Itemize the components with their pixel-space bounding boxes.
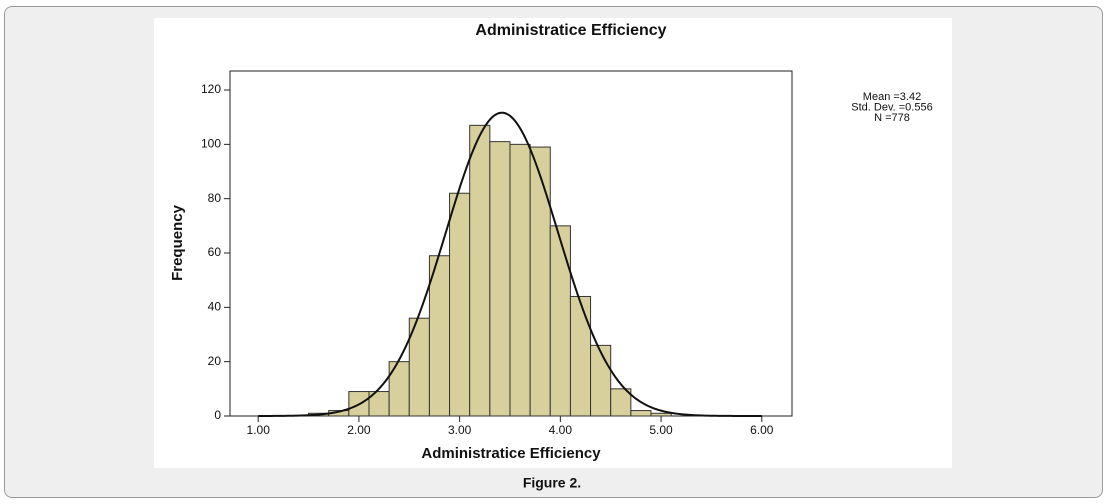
bar (469, 124, 491, 417)
bar (428, 255, 451, 417)
bar (529, 146, 551, 417)
bar (509, 143, 531, 417)
bar (610, 388, 632, 417)
x-tick-label: 2.00 (347, 423, 371, 437)
stat-label: Mean =3.42 (863, 91, 921, 103)
stat-label: Std. Dev. =0.556 (851, 101, 932, 113)
x-tick-label: 6.00 (750, 423, 774, 437)
bar (449, 192, 471, 417)
x-tick-label: 1.00 (247, 423, 271, 437)
bar (549, 225, 571, 417)
bar (489, 141, 511, 417)
caption: Figure 2. (523, 475, 581, 491)
x-axis-label: Administratice Efficiency (421, 445, 601, 462)
y-tick-label: 60 (208, 245, 222, 259)
y-tick-label: 0 (214, 408, 221, 422)
x-tick-label: 3.00 (448, 423, 472, 437)
bar (630, 410, 652, 417)
x-tick-label: 4.00 (549, 423, 573, 437)
normal-curve (258, 111, 762, 417)
y-tick-label: 40 (208, 300, 222, 314)
bar (590, 344, 612, 417)
stat-label: N =778 (874, 112, 910, 124)
bar (650, 412, 672, 417)
chart-title: Administratice Efficiency (475, 22, 666, 39)
y-tick-label: 80 (208, 191, 222, 205)
y-tick-label: 100 (201, 137, 221, 151)
y-tick-label: 20 (208, 354, 222, 368)
y-tick-label: 120 (201, 82, 221, 96)
y-axis-label: Frequency (169, 204, 186, 281)
bar (569, 295, 592, 417)
x-tick-label: 5.00 (649, 423, 673, 437)
